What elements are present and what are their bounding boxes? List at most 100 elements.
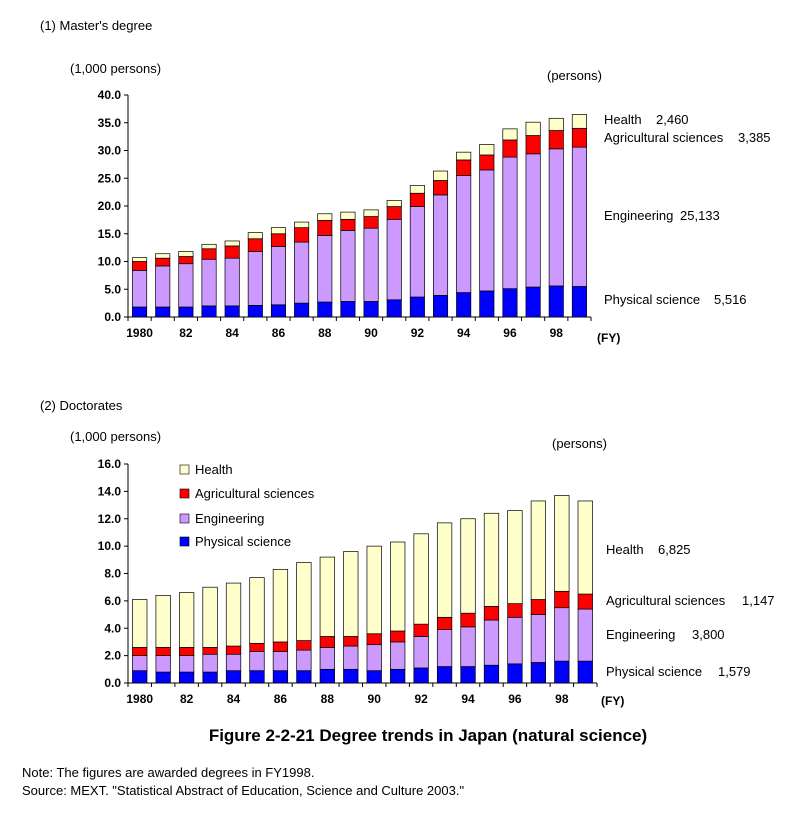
chart2-bar-physical-science-1982 bbox=[179, 671, 195, 684]
chart2-bar-health-1992 bbox=[413, 533, 429, 625]
chart2-x-tick-label: 1980 bbox=[126, 692, 153, 706]
chart2-bar-engineering-1999 bbox=[577, 608, 593, 662]
chart1-x-tick-label: 98 bbox=[550, 326, 564, 340]
chart2-bar-engineering-1982 bbox=[179, 655, 195, 673]
chart2-y-unit-label: (1,000 persons) bbox=[70, 429, 161, 444]
legend-swatch-health bbox=[179, 464, 190, 475]
chart1-bar-agricultural-sciences-1989 bbox=[340, 218, 356, 231]
chart1-bar-agricultural-sciences-1990 bbox=[363, 216, 379, 229]
chart2-bar-engineering-1995 bbox=[483, 619, 500, 666]
chart1-x-tick-label: 96 bbox=[503, 326, 517, 340]
chart1-bar-physical-science-1994 bbox=[456, 292, 472, 318]
chart1-x-tick-label: 88 bbox=[318, 326, 332, 340]
chart2-bar-agricultural-sciences-1985 bbox=[249, 642, 265, 652]
chart1-x-axis-label: (FY) bbox=[597, 331, 620, 345]
chart1-bar-health-1988 bbox=[317, 213, 333, 221]
chart1-bar-health-1984 bbox=[224, 240, 240, 247]
chart1-bar-health-1981 bbox=[155, 253, 171, 259]
chart2-bar-engineering-1996 bbox=[507, 616, 523, 665]
chart2-bar-engineering-1986 bbox=[272, 651, 289, 672]
chart1-bar-physical-science-1996 bbox=[502, 288, 518, 318]
chart2-bar-engineering-1997 bbox=[530, 614, 546, 663]
chart2-bar-health-1997 bbox=[530, 500, 546, 600]
chart2-annotation-eng-value: 3,800 bbox=[692, 627, 725, 642]
chart1-bar-physical-science-1990 bbox=[363, 301, 379, 318]
chart1-y-tick-label: 30.0 bbox=[98, 144, 122, 158]
chart2-annotation-phys-value: 1,579 bbox=[718, 664, 751, 679]
chart1-bar-physical-science-1993 bbox=[433, 295, 449, 318]
chart1-bar-physical-science-1987 bbox=[294, 302, 310, 318]
chart1-bar-engineering-1991 bbox=[386, 218, 402, 301]
chart2-x-tick-label: 98 bbox=[555, 692, 569, 706]
chart1-annotation-eng-value: 25,133 bbox=[680, 208, 720, 223]
chart2-bar-agricultural-sciences-1986 bbox=[272, 641, 289, 652]
chart2-bar-health-1982 bbox=[179, 592, 195, 648]
chart1-bar-agricultural-sciences-1998 bbox=[548, 130, 564, 150]
chart2-bar-physical-science-1983 bbox=[202, 671, 218, 684]
chart1-bar-engineering-1987 bbox=[294, 241, 310, 304]
chart2-bar-agricultural-sciences-1990 bbox=[366, 633, 382, 646]
chart2-bar-agricultural-sciences-1999 bbox=[577, 593, 593, 610]
chart2-bar-physical-science-1980 bbox=[132, 670, 148, 684]
chart1-bar-agricultural-sciences-1995 bbox=[479, 154, 495, 171]
chart1-annotation-agri-label: Agricultural sciences bbox=[604, 130, 724, 145]
chart2-bar-physical-science-1994 bbox=[460, 666, 476, 684]
chart1-bar-physical-science-1984 bbox=[224, 305, 240, 318]
chart2-bar-health-1984 bbox=[225, 582, 242, 647]
chart2-x-axis-label: (FY) bbox=[601, 694, 624, 708]
figure-title: Figure 2-2-21 Degree trends in Japan (na… bbox=[209, 726, 647, 745]
chart2-bar-agricultural-sciences-1984 bbox=[225, 645, 242, 655]
chart1-x-tick-label: 86 bbox=[272, 326, 286, 340]
chart1-bar-physical-science-1991 bbox=[386, 299, 402, 318]
chart2-y-tick-label: 10.0 bbox=[98, 539, 122, 553]
chart2-bar-agricultural-sciences-1987 bbox=[296, 640, 312, 651]
chart2-y-tick-label: 14.0 bbox=[98, 484, 122, 498]
chart1-bar-physical-science-1989 bbox=[340, 301, 356, 318]
chart1-bar-engineering-1984 bbox=[224, 257, 240, 307]
chart2-bar-agricultural-sciences-1993 bbox=[436, 616, 453, 630]
chart1-bar-health-1991 bbox=[386, 200, 402, 207]
legend-label-health: Health bbox=[195, 462, 233, 477]
chart1-bar-agricultural-sciences-1983 bbox=[201, 248, 217, 260]
chart2-bar-health-1981 bbox=[155, 595, 171, 648]
chart2-bar-engineering-1984 bbox=[225, 653, 242, 672]
chart1-bar-health-1994 bbox=[456, 151, 472, 161]
chart2-bar-health-1994 bbox=[460, 518, 476, 614]
source-text: Source: MEXT. "Statistical Abstract of E… bbox=[22, 783, 464, 798]
chart2-bar-health-1998 bbox=[554, 495, 570, 592]
chart2-plot: 0.0 2.0 4.0 6.0 8.0 10.0 12.0 14.0 16.0 1980 82 84 8… bbox=[98, 457, 598, 706]
legend-swatch-agricultural-sciences bbox=[179, 488, 190, 499]
chart2-bar-physical-science-1996 bbox=[507, 663, 523, 684]
chart2-bar-physical-science-1992 bbox=[413, 667, 429, 684]
chart1-bar-health-1993 bbox=[433, 170, 449, 181]
chart1-bar-engineering-1998 bbox=[548, 148, 564, 287]
chart2-y-tick-label: 4.0 bbox=[104, 621, 121, 635]
chart1-bar-engineering-1980 bbox=[132, 270, 148, 308]
chart1-y-tick-label: 20.0 bbox=[98, 199, 122, 213]
chart1-bar-physical-science-1997 bbox=[525, 286, 541, 318]
chart2-bar-physical-science-1981 bbox=[155, 671, 171, 684]
chart2-bar-health-1985 bbox=[249, 577, 265, 644]
chart2-x-tick-label: 96 bbox=[508, 692, 522, 706]
chart2-y-tick-label: 12.0 bbox=[98, 512, 122, 526]
chart1-bar-engineering-1989 bbox=[340, 230, 356, 302]
chart1-bar-physical-science-1986 bbox=[270, 304, 286, 318]
chart2-bar-agricultural-sciences-1995 bbox=[483, 605, 500, 621]
chart2-bar-agricultural-sciences-1994 bbox=[460, 612, 476, 628]
legend-label-physical-science: Physical science bbox=[195, 534, 291, 549]
chart1-annotation-health-label: Health bbox=[604, 112, 642, 127]
chart2-y-tick-label: 2.0 bbox=[104, 649, 121, 663]
chart1-bar-engineering-1993 bbox=[433, 194, 449, 296]
chart1-y-tick-label: 40.0 bbox=[98, 88, 122, 102]
chart1-plot: 0.0 5.0 10.0 15.0 20.0 25.0 30.0 35.0 40.0 1980 82… bbox=[98, 88, 592, 340]
chart2-bar-agricultural-sciences-1989 bbox=[343, 636, 359, 647]
chart2-x-tick-label: 88 bbox=[321, 692, 335, 706]
chart2-y-tick-label: 16.0 bbox=[98, 457, 122, 471]
chart2-y-tick-label: 8.0 bbox=[104, 567, 121, 581]
chart2-annotation-agri-value: 1,147 bbox=[742, 593, 775, 608]
chart2-bar-engineering-1981 bbox=[155, 655, 171, 673]
chart1-bar-health-1996 bbox=[502, 128, 518, 141]
chart2-bar-physical-science-1999 bbox=[577, 660, 593, 684]
chart1-bar-health-1980 bbox=[132, 257, 148, 262]
chart2-x-tick-label: 82 bbox=[180, 692, 194, 706]
